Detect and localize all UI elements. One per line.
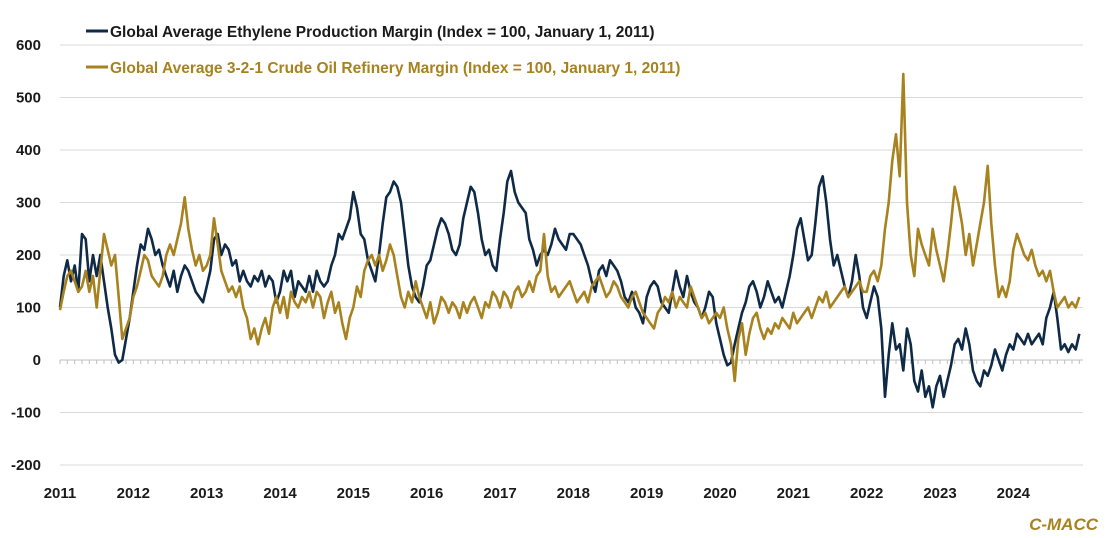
y-tick-label: 400 xyxy=(16,142,41,159)
y-tick-label: 300 xyxy=(16,195,41,212)
legend-label-refinery: Global Average 3-2-1 Crude Oil Refinery … xyxy=(110,60,680,77)
y-tick-label: -100 xyxy=(11,405,41,422)
y-tick-label: 600 xyxy=(16,37,41,54)
x-tick-label: 2011 xyxy=(44,485,77,502)
y-tick-label: 200 xyxy=(16,247,41,264)
x-tick-label: 2017 xyxy=(483,485,516,502)
series-lines xyxy=(58,72,1081,409)
x-tick-label: 2020 xyxy=(703,485,736,502)
x-tick-label: 2024 xyxy=(997,485,1031,502)
x-tick-label: 2019 xyxy=(630,485,663,502)
y-axis-ticks: -200 -100 0 100 200 300 400 500 600 xyxy=(11,37,41,474)
y-tick-label: 100 xyxy=(16,300,41,317)
y-tick-label: 500 xyxy=(16,90,41,107)
legend-item-ethylene: Global Average Ethylene Production Margi… xyxy=(86,24,655,41)
x-tick-label: 2013 xyxy=(190,485,223,502)
legend-item-refinery: Global Average 3-2-1 Crude Oil Refinery … xyxy=(86,60,680,77)
y-tick-label: -200 xyxy=(11,457,41,474)
y-tick-label: 0 xyxy=(33,352,41,369)
x-tick-label: 2018 xyxy=(557,485,590,502)
legend: Global Average Ethylene Production Margi… xyxy=(86,24,680,77)
source-brand-label: C-MACC xyxy=(1029,515,1099,534)
x-tick-label: 2021 xyxy=(777,485,810,502)
series-line-ethylene xyxy=(58,169,1081,409)
x-tick-label: 2022 xyxy=(850,485,883,502)
x-tick-label: 2012 xyxy=(117,485,150,502)
x-tick-label: 2015 xyxy=(337,485,370,502)
x-tick-label: 2016 xyxy=(410,485,443,502)
x-tick-label: 2023 xyxy=(923,485,956,502)
series-line-refinery xyxy=(58,72,1081,383)
legend-label-ethylene: Global Average Ethylene Production Margi… xyxy=(110,24,655,41)
x-tick-label: 2014 xyxy=(263,485,297,502)
